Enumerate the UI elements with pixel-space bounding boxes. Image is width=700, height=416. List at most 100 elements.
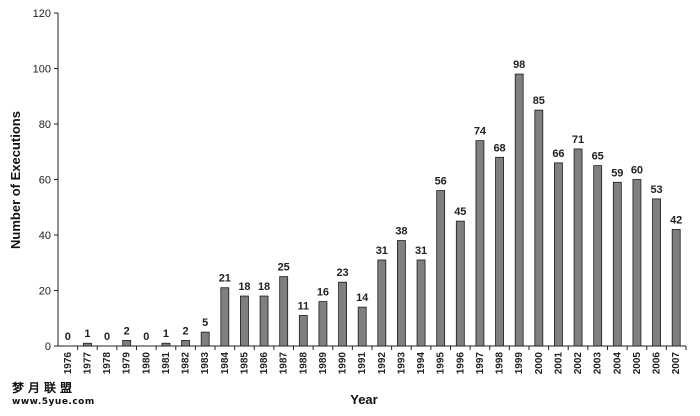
data-label: 1 bbox=[163, 328, 169, 340]
bar bbox=[220, 287, 230, 347]
x-tick-label: 2000 bbox=[534, 352, 545, 375]
data-label: 11 bbox=[297, 300, 309, 312]
bar bbox=[377, 259, 387, 347]
x-tick-label: 1980 bbox=[141, 352, 152, 375]
x-tick-label: 1977 bbox=[82, 352, 93, 375]
bar bbox=[83, 342, 92, 347]
bar bbox=[259, 295, 269, 347]
data-label: 98 bbox=[513, 59, 525, 71]
data-label: 2 bbox=[124, 325, 130, 337]
data-label: 60 bbox=[631, 165, 643, 177]
bar bbox=[240, 295, 249, 347]
data-label: 38 bbox=[395, 226, 407, 238]
x-tick-label: 1995 bbox=[436, 352, 447, 375]
data-label: 53 bbox=[650, 184, 662, 196]
data-label: 18 bbox=[258, 281, 270, 293]
x-axis: 1976 1977 1978 1979 1980 1981 1982 1983 1984 1985… bbox=[58, 345, 687, 375]
data-label: 23 bbox=[336, 267, 348, 279]
data-label: 25 bbox=[278, 262, 290, 274]
data-label: 31 bbox=[376, 245, 388, 257]
x-tick-label: 1992 bbox=[377, 352, 388, 375]
bar bbox=[632, 179, 642, 347]
watermark-url: www.5yue.com bbox=[12, 397, 95, 407]
y-axis: 0 20 40 60 80 100 120 bbox=[33, 8, 59, 353]
bar bbox=[122, 340, 132, 347]
bar bbox=[671, 229, 681, 347]
data-label: 74 bbox=[474, 126, 487, 138]
bar bbox=[279, 276, 289, 347]
x-tick-label: 1993 bbox=[396, 352, 407, 375]
data-label: 65 bbox=[592, 151, 604, 163]
bar bbox=[455, 220, 465, 347]
x-tick-label: 1997 bbox=[475, 352, 486, 375]
watermark: 梦月联盟 www.5yue.com bbox=[12, 381, 95, 409]
data-label: 18 bbox=[238, 281, 250, 293]
data-label: 0 bbox=[104, 331, 110, 343]
x-tick-label: 1979 bbox=[122, 352, 133, 375]
data-label: 85 bbox=[533, 95, 545, 107]
bar bbox=[554, 162, 563, 347]
bar bbox=[181, 340, 190, 347]
data-label: 0 bbox=[65, 331, 71, 343]
x-tick-label: 1986 bbox=[259, 352, 270, 375]
data-label: 14 bbox=[356, 292, 369, 304]
x-tick-label: 2004 bbox=[612, 352, 623, 375]
data-label: 2 bbox=[183, 325, 189, 337]
bar bbox=[161, 342, 171, 347]
x-tick-label: 1991 bbox=[357, 352, 368, 375]
y-tick-label: 40 bbox=[39, 230, 51, 242]
watermark-text: 梦月联盟 bbox=[12, 381, 77, 395]
bar bbox=[298, 315, 308, 347]
bar bbox=[573, 148, 583, 347]
x-tick-label: 1989 bbox=[318, 352, 329, 375]
x-tick-label: 1982 bbox=[181, 352, 192, 375]
bar bbox=[416, 259, 426, 347]
y-tick-label: 100 bbox=[33, 64, 51, 76]
data-label: 16 bbox=[317, 287, 329, 299]
y-tick-label: 120 bbox=[33, 8, 51, 20]
data-label: 71 bbox=[572, 134, 584, 146]
x-tick-label: 1983 bbox=[200, 352, 211, 375]
data-label: 56 bbox=[435, 176, 447, 188]
bar bbox=[534, 109, 544, 347]
data-label: 42 bbox=[670, 214, 682, 226]
bar bbox=[612, 181, 622, 347]
data-label: 66 bbox=[552, 148, 564, 160]
x-tick-label: 1978 bbox=[102, 352, 113, 375]
x-tick-label: 2006 bbox=[652, 352, 663, 375]
x-tick-label: 1984 bbox=[220, 352, 231, 375]
x-tick-label: 1981 bbox=[161, 352, 172, 375]
bar bbox=[357, 306, 367, 347]
x-tick-label: 1994 bbox=[416, 352, 427, 375]
bar bbox=[436, 190, 446, 347]
x-tick-label: 1988 bbox=[298, 352, 309, 375]
x-tick-label: 1985 bbox=[239, 352, 250, 375]
data-label: 21 bbox=[219, 273, 231, 285]
data-label: 45 bbox=[454, 206, 466, 218]
data-label: 59 bbox=[611, 167, 623, 179]
bar bbox=[318, 301, 328, 347]
x-tick-label: 2005 bbox=[632, 352, 643, 375]
bar bbox=[475, 140, 485, 347]
y-tick-label: 0 bbox=[45, 341, 51, 353]
x-tick-label: 1998 bbox=[495, 352, 506, 375]
data-label: 5 bbox=[202, 317, 208, 329]
x-tick-label: 2002 bbox=[573, 352, 584, 375]
x-tick-label: 1987 bbox=[279, 352, 290, 375]
x-axis-title: Year bbox=[350, 392, 377, 407]
x-tick-label: 1976 bbox=[63, 352, 74, 375]
bar bbox=[652, 198, 661, 347]
data-label: 0 bbox=[143, 331, 149, 343]
x-tick-label: 1990 bbox=[338, 352, 349, 375]
bar bbox=[338, 281, 347, 347]
x-tick-label: 1996 bbox=[455, 352, 466, 375]
x-tick-label: 2007 bbox=[671, 352, 682, 375]
data-label: 68 bbox=[493, 142, 505, 154]
bar bbox=[200, 331, 210, 347]
x-tick-label: 2003 bbox=[593, 352, 604, 375]
y-tick-label: 20 bbox=[39, 286, 51, 298]
y-tick-label: 80 bbox=[39, 119, 51, 131]
y-axis-title: Number of Executions bbox=[8, 111, 23, 249]
